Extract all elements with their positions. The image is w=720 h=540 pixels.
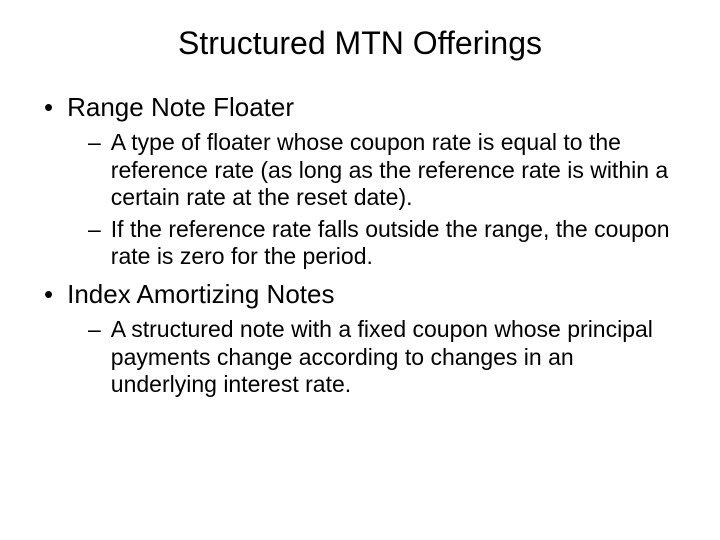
level2-text: A structured note with a fixed coupon wh… [111,316,680,399]
list-item: – A structured note with a fixed coupon … [88,316,680,399]
bullet-list-level2: – A type of floater whose coupon rate is… [40,129,680,271]
level1-label: Range Note Floater [67,92,294,123]
level1-item: • Range Note Floater [40,92,680,123]
level2-item: – A type of floater whose coupon rate is… [88,129,680,212]
level2-item: – A structured note with a fixed coupon … [88,316,680,399]
list-item: – If the reference rate falls outside th… [88,216,680,271]
dash-icon: – [88,316,101,344]
bullet-icon: • [44,92,53,123]
level1-label: Index Amortizing Notes [67,279,334,310]
level1-item: • Index Amortizing Notes [40,279,680,310]
dash-icon: – [88,129,101,157]
bullet-list-level1: • Range Note Floater – A type of floater… [40,92,680,399]
slide-title: Structured MTN Offerings [40,25,680,62]
dash-icon: – [88,216,101,244]
bullet-list-level2: – A structured note with a fixed coupon … [40,316,680,399]
level2-text: If the reference rate falls outside the … [111,216,680,271]
list-item: • Range Note Floater – A type of floater… [40,92,680,271]
bullet-icon: • [44,279,53,310]
level2-text: A type of floater whose coupon rate is e… [111,129,680,212]
list-item: • Index Amortizing Notes – A structured … [40,279,680,399]
level2-item: – If the reference rate falls outside th… [88,216,680,271]
list-item: – A type of floater whose coupon rate is… [88,129,680,212]
